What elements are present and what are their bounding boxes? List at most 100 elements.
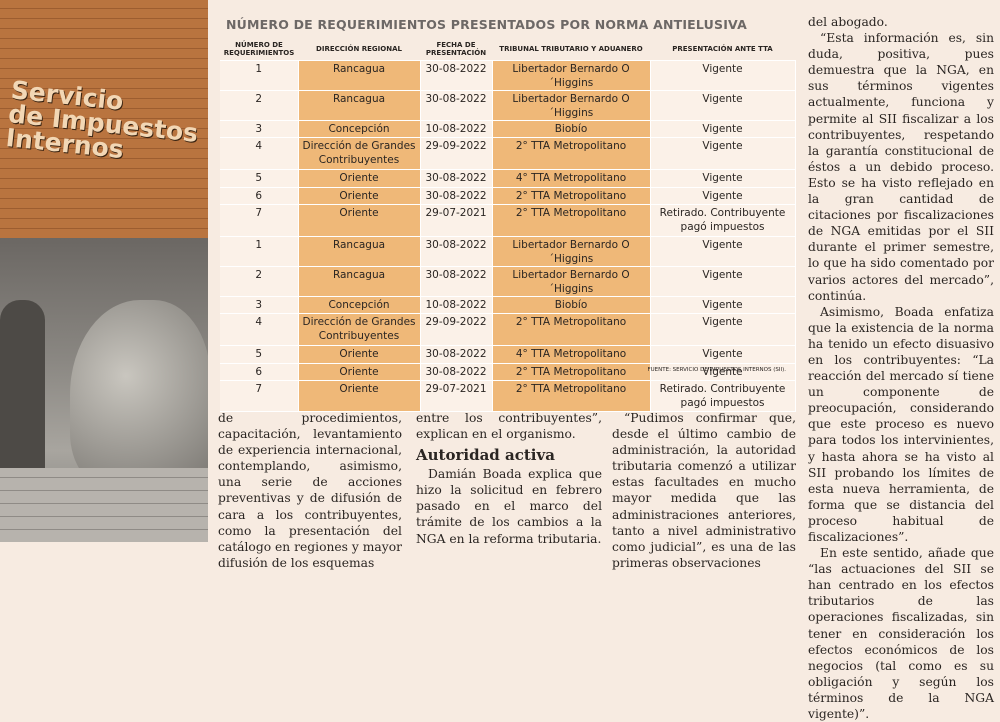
table-cell: 30-08-2022: [420, 187, 493, 205]
table-cell: 29-07-2021: [420, 204, 493, 237]
table-cell: 5: [220, 169, 299, 188]
table-cell: 4° TTA Metropolitano: [492, 169, 651, 188]
heading: Autoridad activa: [416, 446, 555, 465]
table-cell: Libertador Bernardo O´Higgins: [492, 90, 651, 121]
table-row: 5 Oriente 30-08-2022 4° TTA Metropolitano Vi…: [220, 345, 796, 364]
table-cell: Oriente: [298, 363, 421, 381]
table-cell: Oriente: [298, 345, 421, 364]
table-cell: Libertador Bernardo O´Higgins: [492, 236, 651, 267]
table-cell: Vigente: [650, 187, 796, 205]
table-row: 1 Rancagua 30-08-2022 Libertador Bernardo O…: [220, 236, 796, 267]
table-cell: 30-08-2022: [420, 60, 493, 91]
table-cell: 2° TTA Metropolitano: [492, 313, 651, 346]
column: entre los contribuyentes”, explican en e…: [416, 410, 602, 547]
table-cell: Vigente: [650, 90, 796, 121]
table-cell: 5: [220, 345, 299, 364]
column: “Pudimos confirmar que, desde el último …: [612, 410, 796, 571]
table-cell: Oriente: [298, 380, 421, 412]
table-cell: Retirado. Contribuyente pagó impuestos: [650, 380, 796, 412]
table-cell: 30-08-2022: [420, 90, 493, 121]
header-cell: FECHA DE PRESENTACIÓN: [420, 38, 492, 61]
paragraph: “Esta información es, sin duda, positiva…: [808, 31, 994, 303]
table-cell: 6: [220, 187, 299, 205]
table-cell: 10-08-2022: [420, 120, 493, 138]
paragraph: En este sentido, añade que “las actuacio…: [808, 546, 994, 722]
table-cell: Oriente: [298, 204, 421, 237]
table-cell: 1: [220, 236, 299, 267]
table-cell: 29-07-2021: [420, 380, 493, 412]
table-row: 7 Oriente 29-07-2021 2° TTA Metropolitano Re…: [220, 204, 796, 237]
column: del abogado. “Esta información es, sin du…: [808, 14, 994, 722]
table-cell: 30-08-2022: [420, 345, 493, 364]
plant: [70, 300, 208, 490]
table-cell: 7: [220, 380, 299, 412]
table-cell: 4: [220, 137, 299, 170]
table-row: 5 Oriente 30-08-2022 4° TTA Metropolitano Vi…: [220, 169, 796, 188]
table-cell: 10-08-2022: [420, 296, 493, 314]
table-cell: 2: [220, 90, 299, 121]
table-row: 6 Oriente 30-08-2022 2° TTA Metropolitano Vi…: [220, 363, 796, 381]
table-cell: 3: [220, 296, 299, 314]
table-cell: Rancagua: [298, 90, 421, 121]
table-cell: 4: [220, 313, 299, 346]
table-cell: 30-08-2022: [420, 236, 493, 267]
table-cell: 2° TTA Metropolitano: [492, 363, 651, 381]
table-cell: 3: [220, 120, 299, 138]
brick-wall: [0, 0, 208, 238]
table-cell: Concepción: [298, 120, 421, 138]
paragraph: Asimismo, Boada enfatiza que la existenc…: [808, 304, 994, 544]
header-row: NÚMERO DE REQUERIMIENTOS DIRECCIÓN REGION…: [220, 38, 795, 61]
table-cell: 2° TTA Metropolitano: [492, 187, 651, 205]
table-cell: Libertador Bernardo O´Higgins: [492, 60, 651, 91]
table-cell: 2° TTA Metropolitano: [492, 204, 651, 237]
table-cell: Libertador Bernardo O´Higgins: [492, 266, 651, 297]
column: de procedimientos, capacitación, levanta…: [218, 410, 402, 571]
table-cell: Biobío: [492, 296, 651, 314]
table-body: 1 Rancagua 30-08-2022 Libertador Bernardo O…: [220, 60, 796, 412]
table-cell: 4° TTA Metropolitano: [492, 345, 651, 364]
table-cell: Rancagua: [298, 266, 421, 297]
table-row: 3 Concepción 10-08-2022 Biobío Vigente: [220, 120, 796, 138]
table-cell: Vigente: [650, 169, 796, 188]
table-cell: Concepción: [298, 296, 421, 314]
header-cell: TRIBUNAL TRIBUTARIO Y ADUANERO: [492, 38, 650, 61]
table-row: 1 Rancagua 30-08-2022 Libertador Bernardo O…: [220, 60, 796, 91]
table-cell: Vigente: [650, 296, 796, 314]
table-cell: Vigente: [650, 120, 796, 138]
table-cell: Oriente: [298, 169, 421, 188]
table-cell: 7: [220, 204, 299, 237]
header-cell: DIRECCIÓN REGIONAL: [298, 38, 420, 61]
table-cell: Retirado. Contribuyente pagó impuestos: [650, 204, 796, 237]
table-cell: 30-08-2022: [420, 363, 493, 381]
header-cell: NÚMERO DE REQUERIMIENTOS: [220, 38, 298, 61]
table-cell: 2° TTA Metropolitano: [492, 380, 651, 412]
paragraph: del abogado.: [808, 15, 888, 29]
table-cell: Dirección de Grandes Contribuyentes: [298, 313, 421, 346]
table-cell: Vigente: [650, 363, 796, 381]
photo: Servicio de Impuestos Internos: [0, 0, 208, 542]
table-cell: Vigente: [650, 345, 796, 364]
table-cell: Vigente: [650, 60, 796, 91]
table-cell: 30-08-2022: [420, 169, 493, 188]
table-cell: Vigente: [650, 137, 796, 170]
table-cell: Vigente: [650, 266, 796, 297]
table-cell: 30-08-2022: [420, 266, 493, 297]
table-cell: Rancagua: [298, 236, 421, 267]
table-cell: Vigente: [650, 236, 796, 267]
table-row: 6 Oriente 30-08-2022 2° TTA Metropolitano Vi…: [220, 187, 796, 205]
table-cell: 2: [220, 266, 299, 297]
table-cell: 2° TTA Metropolitano: [492, 137, 651, 170]
header-cell: PRESENTACIÓN ANTE TTA: [650, 38, 795, 61]
paragraph: “Pudimos confirmar que, desde el último …: [612, 411, 796, 570]
table-cell: Vigente: [650, 313, 796, 346]
table: NÚMERO DE REQUERIMIENTOS DIRECCIÓN REGION…: [220, 38, 796, 412]
table-cell: 29-09-2022: [420, 137, 493, 170]
table-row: 2 Rancagua 30-08-2022 Libertador Bernardo O…: [220, 90, 796, 121]
table-cell: 1: [220, 60, 299, 91]
table-cell: Biobío: [492, 120, 651, 138]
table-row: 2 Rancagua 30-08-2022 Libertador Bernardo O…: [220, 266, 796, 297]
table-cell: 6: [220, 363, 299, 381]
paragraph: Damián Boada explica que hizo la solicit…: [416, 467, 602, 546]
person: [0, 300, 45, 470]
